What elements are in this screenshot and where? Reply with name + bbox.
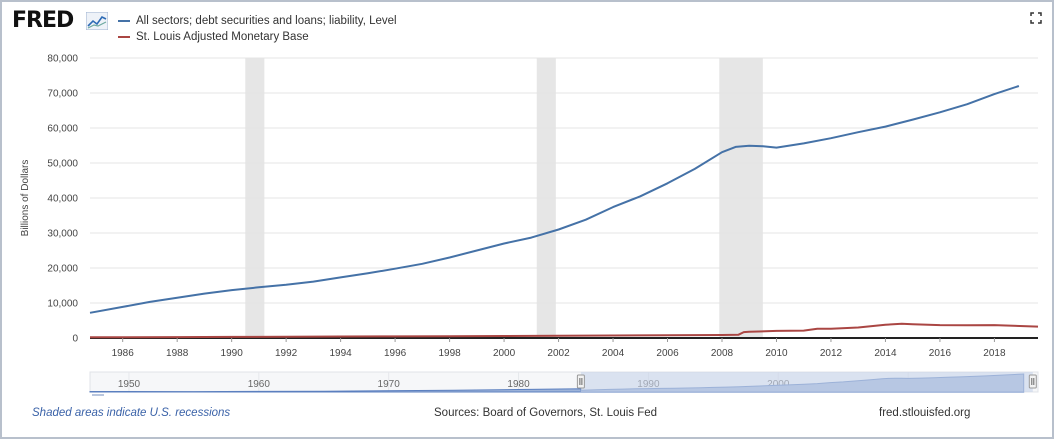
navigator-label: 1970 <box>378 379 401 390</box>
x-tick-label: 1998 <box>438 348 461 359</box>
line-chart: 0 10,000 20,000 30,000 40,000 50,000 60,000 70,… <box>20 54 1039 396</box>
fred-chart-icon <box>86 12 108 30</box>
legend-item-debt[interactable]: All sectors; debt securities and loans; … <box>118 13 397 29</box>
navigator-label: 1950 <box>118 379 141 390</box>
y-tick-label: 40,000 <box>47 194 78 205</box>
navigator-selection <box>580 372 1033 392</box>
y-tick-label: 10,000 <box>47 299 78 310</box>
x-tick-label: 2014 <box>874 348 897 359</box>
site-link[interactable]: fred.stlouisfed.org <box>879 407 971 419</box>
legend-swatch-base <box>118 36 130 38</box>
fullscreen-icon[interactable] <box>1030 12 1042 24</box>
legend-item-base[interactable]: St. Louis Adjusted Monetary Base <box>118 29 397 45</box>
x-tick-label: 1996 <box>384 348 407 359</box>
x-tick-label: 1992 <box>275 348 298 359</box>
navigator-label: 1960 <box>248 379 271 390</box>
y-tick-label: 80,000 <box>47 54 78 65</box>
navigator-handle-grip <box>576 374 585 389</box>
navigator-handle-grip <box>1028 374 1037 389</box>
x-tick-label: 2006 <box>656 348 679 359</box>
x-tick-label: 2012 <box>820 348 843 359</box>
series-line-0 <box>89 85 1020 314</box>
legend-swatch-debt <box>118 20 130 22</box>
x-tick-label: 1990 <box>221 348 244 359</box>
x-tick-label: 2002 <box>547 348 570 359</box>
y-tick-label: 60,000 <box>47 124 78 135</box>
x-tick-label: 2000 <box>493 348 516 359</box>
recession-note: Shaded areas indicate U.S. recessions <box>32 407 231 419</box>
legend-label-base: St. Louis Adjusted Monetary Base <box>136 31 309 43</box>
navigator-handle-right[interactable] <box>1028 374 1037 389</box>
series-line-1 <box>89 322 1039 339</box>
x-tick-label: 2010 <box>765 348 788 359</box>
x-tick-label: 1988 <box>166 348 189 359</box>
navigator-handle-left[interactable] <box>576 374 585 389</box>
x-tick-label: 1986 <box>112 348 135 359</box>
legend: All sectors; debt securities and loans; … <box>118 13 397 45</box>
footer: Shaded areas indicate U.S. recessions So… <box>2 407 1052 427</box>
y-axis-title: Billions of Dollars <box>20 160 31 237</box>
x-tick-label: 2008 <box>711 348 734 359</box>
fred-logo[interactable]: FRED <box>12 8 74 33</box>
x-tick-label: 2018 <box>983 348 1006 359</box>
sources-text: Sources: Board of Governors, St. Louis F… <box>434 407 658 419</box>
navigator-label: 1980 <box>507 379 530 390</box>
y-tick-label: 0 <box>72 334 78 345</box>
x-tick-label: 2016 <box>929 348 952 359</box>
y-tick-label: 50,000 <box>47 159 78 170</box>
y-tick-label: 20,000 <box>47 264 78 275</box>
y-tick-label: 30,000 <box>47 229 78 240</box>
legend-label-debt: All sectors; debt securities and loans; … <box>136 15 397 27</box>
y-tick-label: 70,000 <box>47 89 78 100</box>
x-tick-label: 1994 <box>329 348 352 359</box>
x-tick-label: 2004 <box>602 348 625 359</box>
